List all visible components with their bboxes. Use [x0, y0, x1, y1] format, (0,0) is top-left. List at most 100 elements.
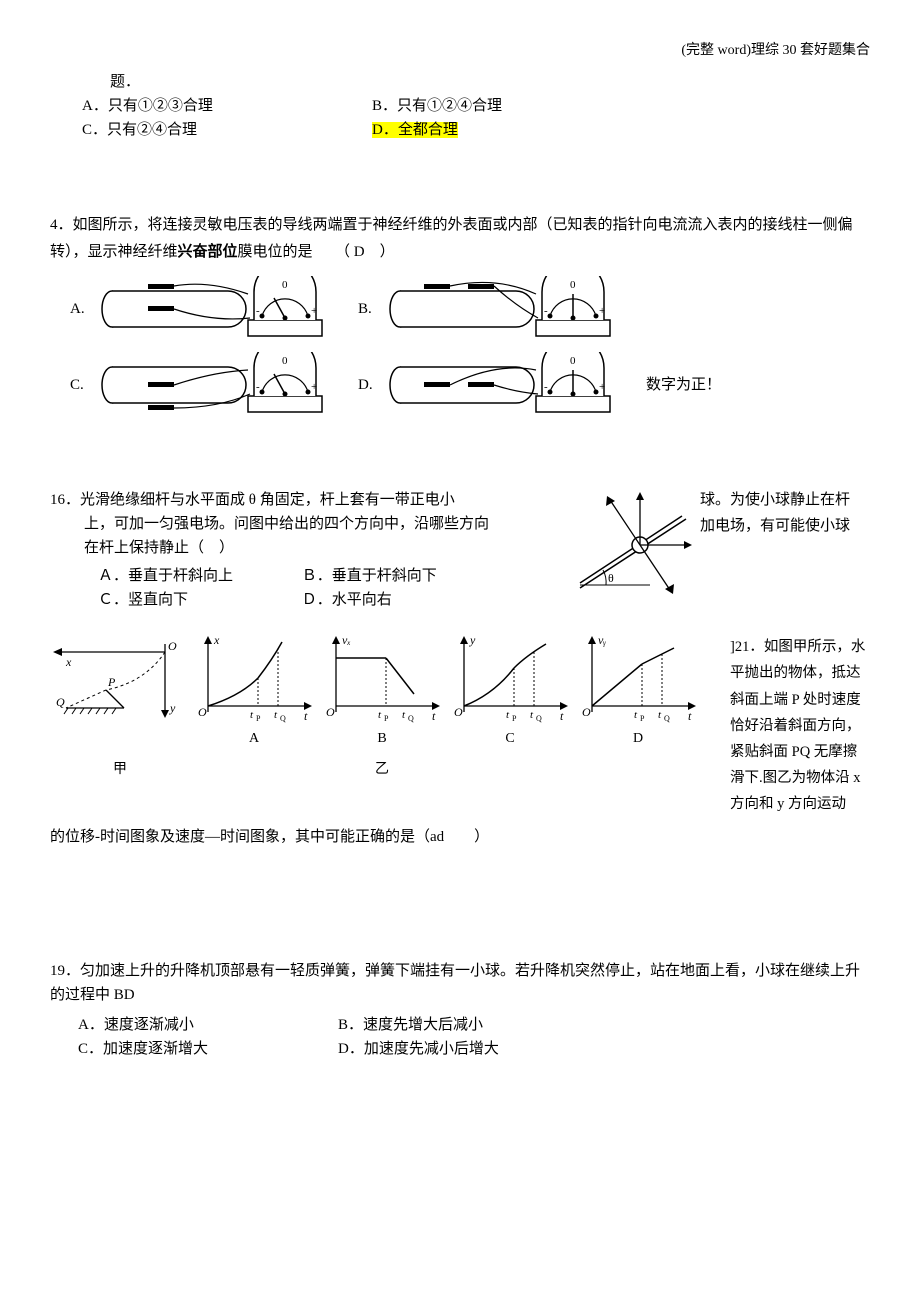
q21-graphC: y O t tP tQ — [446, 634, 574, 724]
q3-optD-hl: 全都合理 — [398, 122, 458, 138]
svg-text:O: O — [582, 705, 591, 719]
svg-text:Q: Q — [408, 714, 414, 723]
svg-text:t: t — [402, 709, 406, 721]
svg-text:+: + — [599, 381, 605, 393]
q3-optC: C．只有②④合理 — [82, 118, 372, 142]
svg-text:y: y — [469, 634, 476, 647]
svg-text:-: - — [544, 381, 548, 393]
q3-prefix: 题． — [110, 70, 870, 94]
q21-tail: 的位移-时间图象及速度—时间图象，其中可能正确的是（ad ） — [50, 825, 870, 849]
q4-diagramD: 0 - + — [386, 352, 616, 418]
svg-text:0: 0 — [282, 279, 288, 291]
svg-text:P: P — [384, 714, 389, 723]
q16-right: θ 球。为使小球静止在杆 加电场，有可能使小球 — [570, 488, 860, 612]
q4-num: 4． — [50, 217, 73, 233]
q16-line2: 上，可加一匀强电场。问图中给出的四个方向中，沿哪些方向 — [84, 512, 570, 536]
svg-text:P: P — [107, 675, 116, 689]
q19-optC: C．加速度逐渐增大 — [78, 1037, 338, 1061]
q16-line3: 在杆上保持静止（ ） — [84, 536, 570, 560]
svg-text:t: t — [432, 709, 436, 723]
svg-text:t: t — [378, 709, 382, 721]
q4-text: 4．如图所示，将连接灵敏电压表的导线两端置于神经纤维的外表面或内部（已知表的指针… — [50, 212, 870, 266]
svg-text:-: - — [256, 305, 260, 317]
q21-glD: D — [574, 728, 702, 750]
q16-r2: 加电场，有可能使小球 — [700, 514, 860, 540]
q4-diagramC: 0 - + — [98, 352, 328, 418]
svg-text:-: - — [544, 305, 548, 317]
q4-t2: 膜电位的是 （ D ） — [238, 244, 395, 260]
q16-diagram: θ — [570, 488, 700, 598]
svg-text:O: O — [198, 705, 207, 719]
q16-optB: Ｂ．垂直于杆斜向下 — [302, 564, 502, 588]
q3-optB: B．只有①②④合理 — [372, 94, 662, 118]
svg-text:0: 0 — [570, 355, 576, 367]
q21-graphA: x O t tP tQ — [190, 634, 318, 724]
svg-text:+: + — [599, 305, 605, 317]
q4-row2: C. 0 - + D. — [70, 352, 870, 418]
q21-glC: C — [446, 728, 574, 750]
q4-labelB: B. — [358, 297, 386, 321]
q21-jia-diagram: x y O P Q — [50, 634, 190, 724]
svg-text:t: t — [634, 709, 638, 721]
svg-text:x: x — [213, 634, 220, 647]
q21-yi: 乙 — [318, 759, 446, 781]
q16-r1: 球。为使小球静止在杆 — [700, 488, 860, 514]
svg-text:Q: Q — [56, 695, 65, 709]
svg-text:Q: Q — [664, 714, 670, 723]
q16-left: 16．光滑绝缘细杆与水平面成 θ 角固定，杆上套有一带正电小 上，可加一匀强电场… — [50, 488, 570, 612]
q21-block: x y O P Q — [50, 634, 870, 817]
page-header: (完整 word)理综 30 套好题集合 — [50, 40, 870, 62]
q19-block: 19．匀加速上升的升降机顶部悬有一轻质弹簧，弹簧下端挂有一小球。若升降机突然停止… — [50, 959, 870, 1061]
svg-text:P: P — [640, 714, 645, 723]
svg-text:-: - — [256, 381, 260, 393]
q4-block: 4．如图所示，将连接灵敏电压表的导线两端置于神经纤维的外表面或内部（已知表的指针… — [50, 212, 870, 418]
q21-glA: A — [190, 728, 318, 750]
svg-text:t: t — [658, 709, 662, 721]
q3-options-row2: C．只有②④合理 D．全都合理 — [82, 118, 870, 142]
q21-graphB: vₓ O t tP tQ — [318, 634, 446, 724]
svg-text:vₓ: vₓ — [342, 634, 351, 647]
q4-labelA: A. — [70, 297, 98, 321]
q3-optD-prefix: D． — [372, 122, 398, 138]
q19-optA: A．速度逐渐减小 — [78, 1013, 338, 1037]
q19-optB: B．速度先增大后减小 — [338, 1013, 598, 1037]
svg-text:P: P — [512, 714, 517, 723]
q21-text: ]21．如图甲所示，水平抛出的物体，抵达斜面上端 P 处时速度恰好沿着斜面方向，… — [730, 634, 870, 817]
svg-text:t: t — [688, 709, 692, 723]
q21-graphD: vᵧ O t tP tQ — [574, 634, 702, 724]
q16-optA: Ａ．垂直于杆斜向上 — [98, 564, 298, 588]
svg-text:Q: Q — [536, 714, 542, 723]
svg-text:x: x — [65, 655, 72, 669]
svg-text:t: t — [506, 709, 510, 721]
q3-optD: D．全都合理 — [372, 118, 662, 142]
q4-labelC: C. — [70, 373, 98, 397]
q19-optD: D．加速度先减小后增大 — [338, 1037, 598, 1061]
svg-text:y: y — [169, 701, 176, 715]
q21-glB: B — [318, 728, 446, 750]
q4-labelD: D. — [358, 373, 386, 397]
q19-num: 19． — [50, 963, 80, 979]
q16-block: 16．光滑绝缘细杆与水平面成 θ 角固定，杆上套有一带正电小 上，可加一匀强电场… — [50, 488, 870, 612]
q4-row1: A. 0 - + B. — [70, 276, 870, 342]
q3-optA: A．只有①②③合理 — [82, 94, 372, 118]
svg-text:Q: Q — [280, 714, 286, 723]
q16-optD: Ｄ．水平向右 — [302, 588, 502, 612]
q4-bold: 兴奋部位 — [178, 244, 238, 260]
q21-sublabels: A B C D — [50, 728, 730, 750]
q19-text: 19．匀加速上升的升降机顶部悬有一轻质弹簧，弹簧下端挂有一小球。若升降机突然停止… — [50, 959, 870, 1007]
q3-options-row1: A．只有①②③合理 B．只有①②④合理 — [82, 94, 870, 118]
svg-text:0: 0 — [282, 355, 288, 367]
q4-diagramB: 0 - + — [386, 276, 616, 342]
svg-text:+: + — [311, 305, 317, 317]
svg-text:+: + — [311, 381, 317, 393]
q16-optC: Ｃ．竖直向下 — [98, 588, 298, 612]
q21-captions: 甲 乙 — [50, 759, 730, 781]
q21-graphs: x y O P Q — [50, 634, 730, 817]
svg-text:t: t — [560, 709, 564, 723]
svg-text:O: O — [326, 705, 335, 719]
q19-body: 匀加速上升的升降机顶部悬有一轻质弹簧，弹簧下端挂有一小球。若升降机突然停止，站在… — [50, 963, 860, 1003]
q4-diagramA: 0 - + — [98, 276, 328, 342]
svg-text:0: 0 — [570, 279, 576, 291]
svg-text:t: t — [250, 709, 254, 721]
q4-note: 数字为正！ — [646, 373, 721, 397]
